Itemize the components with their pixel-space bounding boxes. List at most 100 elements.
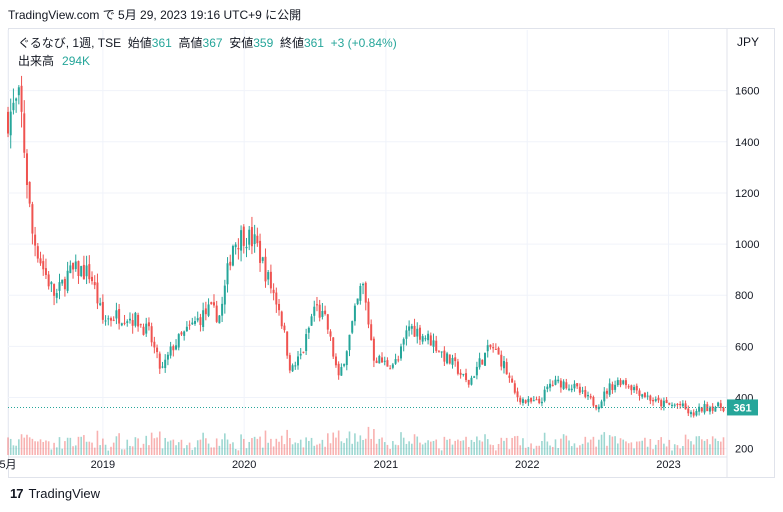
volume-bar — [332, 432, 335, 455]
candle-body — [286, 331, 289, 356]
volume-bar — [74, 445, 77, 455]
candle-body — [687, 408, 690, 414]
volume-bar — [302, 447, 305, 455]
y-tick-label: 1200 — [735, 188, 759, 200]
high-value: 367 — [202, 36, 223, 50]
volume-bar — [77, 436, 80, 455]
candle-body — [424, 338, 427, 340]
volume-bar — [446, 439, 448, 455]
volume-bar — [589, 439, 592, 455]
volume-bar — [364, 438, 367, 455]
volume-bar — [389, 448, 391, 455]
candle-body — [578, 386, 581, 393]
candle-body — [473, 376, 476, 378]
candle-body — [418, 327, 421, 340]
candle-body — [684, 403, 687, 410]
candle-body — [389, 368, 392, 370]
candle-body — [93, 282, 96, 286]
volume-bar — [457, 439, 459, 455]
volume-bar — [508, 449, 511, 455]
candle-body — [671, 404, 674, 406]
candle-body — [719, 403, 722, 408]
volume-bar — [158, 431, 161, 455]
candle-body — [267, 272, 270, 280]
volume-bar — [213, 447, 215, 455]
volume-bar — [224, 433, 226, 455]
volume-bar — [614, 436, 616, 455]
candle-body — [82, 264, 85, 280]
volume-bar — [161, 448, 164, 455]
volume-bar — [701, 439, 703, 455]
candle-body — [101, 301, 104, 320]
volume-bar — [448, 438, 451, 455]
volume-bar — [411, 443, 413, 455]
volume-bar — [646, 446, 649, 455]
volume-bar — [671, 450, 673, 455]
volume-bar — [308, 440, 310, 455]
candle-body — [137, 314, 140, 327]
candle-body — [118, 309, 121, 324]
volume-bar — [356, 441, 359, 455]
candle-body — [673, 404, 676, 406]
candle-body — [481, 359, 484, 365]
candle-body — [153, 341, 156, 348]
volume-bar — [459, 440, 462, 455]
volume-bar — [598, 439, 600, 455]
candle-body — [150, 326, 153, 343]
candle-body — [660, 400, 663, 407]
candle-body — [505, 362, 508, 375]
candle-body — [372, 338, 375, 361]
candle-body — [185, 326, 188, 331]
volume-bar — [606, 445, 608, 455]
candle-body — [364, 282, 367, 303]
volume-bar — [305, 437, 307, 455]
volume-bar — [251, 438, 253, 455]
volume-bar — [72, 446, 74, 455]
volume-bar — [392, 441, 394, 455]
change-value: +3 (+0.84%) — [330, 36, 397, 50]
candle-body — [465, 373, 468, 381]
candle-body — [223, 285, 226, 305]
volume-bar — [424, 442, 427, 455]
candle-body — [85, 265, 88, 277]
candle-body — [131, 320, 134, 326]
candle-body — [616, 380, 619, 385]
candle-body — [351, 321, 354, 333]
candle-body — [126, 321, 129, 323]
candle-body — [15, 98, 18, 101]
candle-body — [605, 390, 608, 394]
candle-body — [20, 85, 23, 112]
volume-bar — [692, 444, 695, 455]
volume-bar — [665, 446, 668, 455]
volume-bar — [294, 442, 297, 455]
candle-body — [402, 339, 405, 345]
high-label: 高値 — [178, 36, 203, 50]
published-line: TradingView.com で 5月 29, 2023 19:16 UTC+… — [8, 8, 302, 22]
volume-bar — [695, 436, 698, 455]
volume-bar — [215, 438, 218, 455]
volume-bar — [362, 440, 364, 455]
volume-bar — [644, 437, 646, 455]
candle-body — [204, 308, 207, 315]
candle-body — [589, 396, 592, 398]
tradingview-brand[interactable]: 17 TradingView — [10, 486, 100, 501]
candle-body — [120, 323, 123, 326]
candle-body — [12, 102, 15, 111]
x-tick-label: 2020 — [232, 459, 256, 471]
candle-body — [180, 332, 183, 335]
volume-bar — [535, 445, 538, 455]
volume-bar — [690, 441, 692, 455]
candle-body — [72, 262, 75, 270]
candle-body — [109, 318, 112, 321]
candle-body — [175, 345, 178, 350]
volume-bar — [261, 447, 264, 455]
volume-bar — [164, 437, 166, 455]
volume-bar — [476, 436, 478, 455]
candle-body — [269, 271, 272, 289]
candle-body — [337, 363, 340, 376]
volume-bar — [42, 442, 45, 455]
volume-bar — [15, 445, 17, 455]
candle-body — [34, 234, 37, 246]
volume-bar — [167, 441, 169, 455]
